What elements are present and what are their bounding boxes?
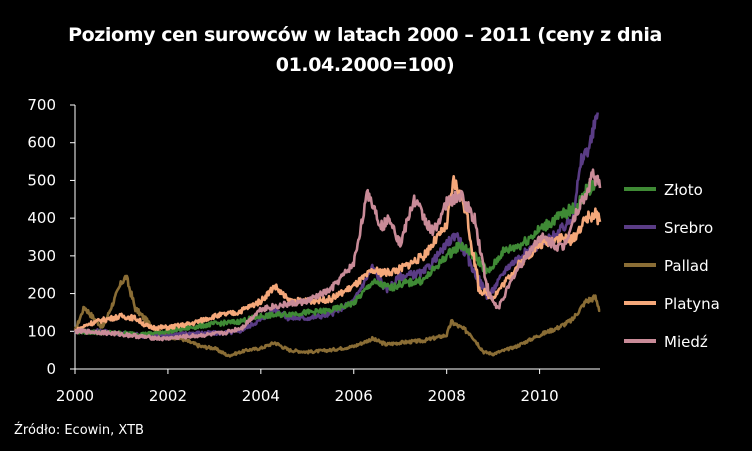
x-tick-label: 2010 bbox=[521, 387, 559, 405]
x-tick-label: 2008 bbox=[428, 387, 466, 405]
chart-title: Poziomy cen surowców w latach 2000 – 201… bbox=[68, 24, 662, 76]
series-layer bbox=[73, 112, 602, 358]
x-tick-label: 2000 bbox=[56, 387, 94, 405]
x-tick-label: 2002 bbox=[149, 387, 187, 405]
y-tick-label: 100 bbox=[27, 322, 56, 340]
legend-label: Miedź bbox=[664, 333, 708, 351]
axes: 0 100 200 300 400 500 600 700 2000 2002 2004 2006 20… bbox=[27, 96, 600, 405]
x-tick-label: 2004 bbox=[242, 387, 280, 405]
y-tick-label: 500 bbox=[27, 171, 56, 189]
legend: Złoto Srebro Pallad Platyna Miedź bbox=[624, 181, 720, 351]
series-line-1 bbox=[73, 112, 599, 339]
series-line-4 bbox=[73, 168, 602, 342]
x-tick-label: 2006 bbox=[335, 387, 373, 405]
legend-label: Platyna bbox=[664, 295, 720, 313]
series-line-0 bbox=[73, 179, 597, 338]
legend-label: Złoto bbox=[664, 181, 703, 199]
series-line-2 bbox=[73, 274, 601, 358]
y-tick-label: 700 bbox=[27, 96, 56, 114]
source-note: Źródło: Ecowin, XTB bbox=[14, 423, 144, 438]
y-tick-label: 400 bbox=[27, 209, 56, 227]
y-tick-label: 600 bbox=[27, 134, 56, 152]
y-tick-label: 0 bbox=[46, 360, 56, 378]
y-tick-label: 200 bbox=[27, 285, 56, 303]
legend-label: Pallad bbox=[664, 257, 709, 275]
series-line-3 bbox=[74, 175, 602, 334]
y-tick-label: 300 bbox=[27, 247, 56, 265]
legend-label: Srebro bbox=[664, 219, 713, 237]
